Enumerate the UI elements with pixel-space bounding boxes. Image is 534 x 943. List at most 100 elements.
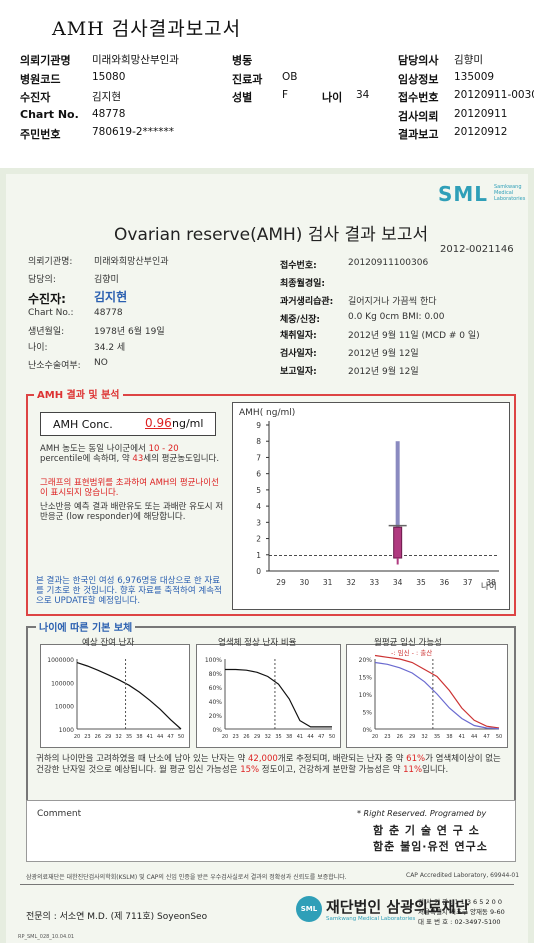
- header-k4-3: 검사의뢰: [398, 109, 439, 123]
- mini-y-tick-label: 20%: [359, 657, 373, 664]
- amh-conc-unit: ng/ml: [172, 417, 204, 430]
- contact-phone: 대 표 번 호 : 02-3497-5100: [418, 918, 501, 926]
- programmer-org-1: 함 춘 기 술 연 구 소: [373, 824, 480, 837]
- contact-address: 서울특별시 서초구 양재동 9-60: [418, 908, 505, 916]
- amh-chart-ylabel: AMH( ng/ml): [239, 408, 295, 418]
- mini-y-tick-label: 60%: [209, 685, 223, 692]
- info-right-label-0: 접수번호:: [280, 261, 317, 271]
- amh-y-tick-label: 0: [256, 567, 261, 576]
- amh-y-tick-label: 7: [256, 453, 261, 462]
- mini-x-tick-label: 38: [286, 734, 292, 740]
- amh-result-panel: [26, 394, 516, 616]
- header-v1-0: 미래와희망산부인과: [92, 54, 179, 66]
- header-k1-1: 병원코드: [20, 72, 61, 86]
- mini-y-tick-label: 0%: [362, 727, 372, 734]
- programmer-org-2: 함춘 불임·유전 연구소: [373, 840, 488, 853]
- mini-series-line: [76, 662, 182, 730]
- normal-egg-ratio-title: 염색체 정상 난자 비율: [218, 638, 297, 648]
- header-k2-1: 진료과: [232, 72, 263, 86]
- sml-logo: SML: [438, 182, 489, 206]
- mini-x-tick-label: 38: [446, 734, 452, 740]
- mini-y-tick-label: 80%: [209, 671, 223, 678]
- sml-logo-subtitle: Samkwang Medical Laboratories: [494, 184, 526, 202]
- info-right-label-2: 과거생리습관:: [280, 297, 334, 307]
- header-k1-4: 주민번호: [20, 128, 61, 141]
- amh-x-tick-label: 33: [370, 578, 380, 587]
- amh-whisker-upper: [395, 441, 400, 528]
- mini-x-tick-label: 38: [136, 734, 142, 740]
- info-left-label-2: 수진자:: [28, 292, 66, 306]
- info-right-value-3: 0.0 Kg 0cm BMI: 0.00: [348, 312, 445, 322]
- info-right-value-4: 2012년 9월 11일 (MCD # 0 일): [348, 331, 480, 341]
- amh-x-tick-label: 35: [416, 578, 426, 587]
- mini-x-tick-label: 20: [222, 734, 228, 740]
- mini-series-line: [374, 654, 500, 729]
- mini-y-tick-label: 10000: [55, 704, 74, 711]
- info-right-label-1: 최종월경일:: [280, 279, 325, 289]
- mini-y-tick-label: 1000: [59, 727, 74, 734]
- header-v4-3: 20120911: [454, 107, 508, 120]
- amh-chart-xlabel: 나이: [481, 581, 497, 592]
- header-k3-2: 나이: [322, 91, 343, 104]
- mini-x-tick-label: 26: [95, 734, 101, 740]
- mini-x-tick-label: 32: [115, 734, 121, 740]
- basic-section-title: 나이에 따른 기본 보체: [36, 619, 136, 634]
- header-k1-2: 수진자: [20, 91, 51, 104]
- amh-x-tick-label: 36: [440, 578, 450, 587]
- mini-x-tick-label: 26: [397, 734, 403, 740]
- info-right-label-3: 체중/신장:: [280, 315, 321, 325]
- mini-x-tick-label: 44: [307, 734, 313, 740]
- mini-x-tick-label: 26: [243, 734, 249, 740]
- info-left-value-4: 1978년 6월 19일: [94, 327, 165, 337]
- footer-divider: [20, 884, 514, 885]
- info-right-value-6: 2012년 9월 12일: [348, 367, 419, 377]
- header-v1-3: 48778: [92, 107, 126, 120]
- header-v4-0: 김향미: [454, 54, 483, 66]
- scanned-report: SML Samkwang Medical Laboratories Ovaria…: [0, 168, 534, 943]
- mini-x-tick-label: 47: [318, 734, 324, 740]
- mini-x-tick-label: 44: [471, 734, 477, 740]
- info-left-label-6: 난소수술여부:: [28, 361, 81, 371]
- info-left-label-5: 나이:: [28, 343, 48, 353]
- mini-x-tick-label: 23: [84, 734, 90, 740]
- header-k4-0: 담당의사: [398, 54, 439, 67]
- normal-egg-ratio-chart: 100% 80% 60% 40% 20% 0% 20 23 26 29 32 35 38 41 44 47 50: [196, 644, 341, 748]
- cap-accreditation: CAP Accredited Laboratory, 69944-01: [406, 872, 520, 879]
- header-v2-2: F: [282, 89, 289, 101]
- header-v1-4: 780619-2******: [92, 126, 175, 138]
- mini-x-tick-label: 41: [147, 734, 153, 740]
- amh-x-tick-label: 31: [323, 578, 333, 587]
- amh-x-tick-label: 37: [463, 578, 473, 587]
- amh-y-tick-label: 6: [256, 470, 261, 479]
- foundation-name: 재단법인 삼광의료재단: [326, 898, 470, 916]
- report-sheet: SML Samkwang Medical Laboratories Ovaria…: [6, 174, 528, 943]
- amh-y-tick-label: 8: [256, 437, 261, 446]
- header-k4-4: 결과보고: [398, 128, 439, 141]
- remaining-eggs-title: 예상 잔여 난자: [82, 638, 135, 648]
- doctor-signature: 전문의 : 서소연 M.D. (제 711호) SoyeonSeo: [26, 912, 208, 922]
- amh-y-tick-label: 3: [256, 518, 261, 527]
- report-header: AMH 검사결과보고서 의뢰기관명 미래와희망산부인과 병동 담당의사 김향미 병원코드 1…: [0, 0, 534, 160]
- info-right-label-4: 채취일자:: [280, 331, 317, 341]
- remaining-eggs-chart: 1000000 100000 10000 1000 20 23 26 29 32 35 38 41 44…: [40, 644, 190, 748]
- mini-x-tick-label: 47: [167, 734, 173, 740]
- mini-x-tick-label: 35: [126, 734, 132, 740]
- amh-conc-box: AMH Conc. 0.96 ng/ml: [40, 412, 216, 436]
- header-k4-2: 접수번호: [398, 91, 439, 104]
- mini-y-tick-label: 1000000: [47, 657, 74, 664]
- mini-x-tick-label: 50: [329, 734, 335, 740]
- amh-data-note: 본 결과는 한국인 여성 6,976명을 대상으로 한 자료를 기초로 한 것입…: [36, 576, 222, 606]
- info-left-value-2: 김지현: [94, 290, 128, 304]
- foundation-logo: SML: [296, 896, 322, 922]
- document-code: RP_SML_028_10.04.01: [18, 934, 75, 940]
- mini-x-tick-label: 23: [233, 734, 239, 740]
- header-v2-1: OB: [282, 70, 298, 83]
- header-v1-2: 김지현: [92, 91, 121, 103]
- mini-x-tick-label: 41: [459, 734, 465, 740]
- amh-y-tick-label: 2: [256, 535, 261, 544]
- amh-box-chart: AMH( ng/ml) 0 1 2 3 4 5 6 7 8 9 29 30 31 32 33 34 35 36 37 3…: [232, 402, 510, 610]
- mini-x-tick-label: 35: [275, 734, 281, 740]
- mini-x-tick-label: 20: [74, 734, 80, 740]
- amh-x-tick-label: 34: [393, 578, 403, 587]
